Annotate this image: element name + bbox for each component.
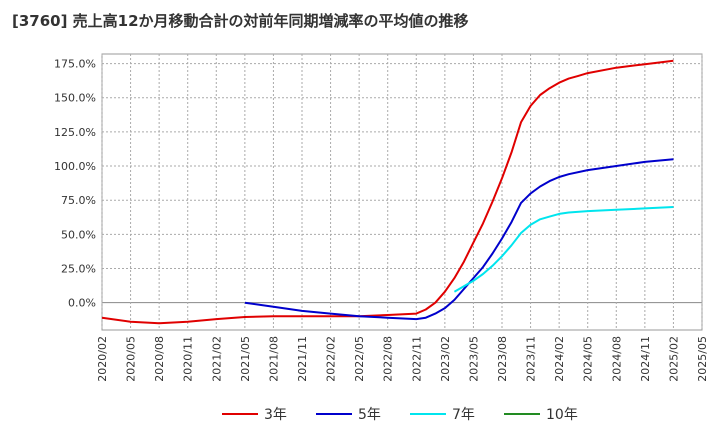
x-tick-label: 2024/11 bbox=[639, 336, 652, 382]
x-tick-label: 2025/02 bbox=[667, 336, 680, 382]
y-tick-label: 25.0% bbox=[61, 263, 96, 276]
x-tick-label: 2023/02 bbox=[439, 336, 452, 382]
x-tick-label: 2024/05 bbox=[582, 336, 595, 382]
x-tick-label: 2023/08 bbox=[496, 336, 509, 382]
x-tick-label: 2022/05 bbox=[353, 336, 366, 382]
y-tick-label: 50.0% bbox=[61, 228, 96, 241]
y-tick-label: 75.0% bbox=[61, 194, 96, 207]
grid-lines bbox=[101, 54, 703, 330]
y-tick-label: 100.0% bbox=[54, 160, 96, 173]
series-lines bbox=[101, 59, 674, 325]
x-tick-label: 2023/05 bbox=[467, 336, 480, 382]
x-tick-label: 2020/02 bbox=[96, 336, 109, 382]
legend-label: 3年 bbox=[264, 407, 287, 423]
x-tick-label: 2020/08 bbox=[153, 336, 166, 382]
series-line-5年 bbox=[244, 158, 674, 321]
x-tick-label: 2023/11 bbox=[525, 336, 538, 382]
series-line-3年 bbox=[101, 59, 674, 325]
x-tick-label: 2021/08 bbox=[267, 336, 280, 382]
y-tick-label: 0.0% bbox=[68, 297, 96, 310]
x-tick-label: 2024/02 bbox=[553, 336, 566, 382]
x-tick-label: 2025/05 bbox=[696, 336, 709, 382]
legend-label: 10年 bbox=[546, 407, 578, 423]
x-tick-label: 2020/05 bbox=[125, 336, 138, 382]
chart-title: [3760] 売上高12か月移動合計の対前年同期増減率の平均値の推移 bbox=[12, 12, 469, 30]
x-tick-label: 2021/05 bbox=[239, 336, 252, 382]
y-tick-label: 175.0% bbox=[54, 58, 96, 71]
legend-label: 7年 bbox=[452, 407, 475, 423]
x-tick-label: 2021/11 bbox=[296, 336, 309, 382]
x-tick-label: 2024/08 bbox=[610, 336, 623, 382]
x-axis: 2020/02 2020/05 2020/08 2020/11 2021/02 2021/… bbox=[96, 336, 709, 382]
y-tick-label: 125.0% bbox=[54, 126, 96, 139]
y-axis: 175.0% 150.0% 125.0% 100.0% 75.0% 50.0% 25.0% 0… bbox=[54, 58, 96, 310]
y-tick-label: 150.0% bbox=[54, 92, 96, 105]
x-tick-label: 2022/02 bbox=[325, 336, 338, 382]
legend: 3年 5年 7年 10年 bbox=[222, 407, 578, 423]
series-line-7年 bbox=[453, 206, 674, 293]
plot-area bbox=[101, 53, 703, 331]
legend-label: 5年 bbox=[358, 407, 381, 423]
x-tick-label: 2020/11 bbox=[182, 336, 195, 382]
x-tick-label: 2022/11 bbox=[410, 336, 423, 382]
x-tick-label: 2022/08 bbox=[382, 336, 395, 382]
x-tick-label: 2021/02 bbox=[210, 336, 223, 382]
